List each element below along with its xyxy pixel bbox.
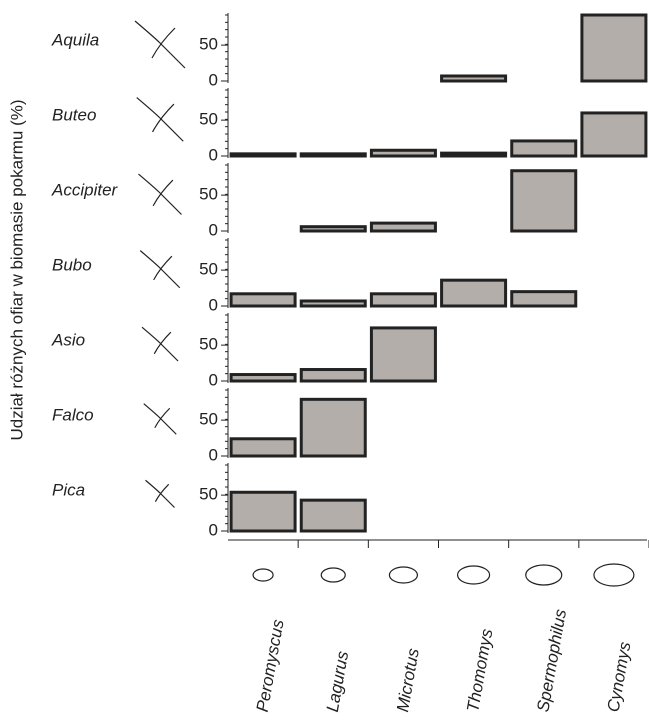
bar bbox=[231, 439, 295, 456]
bird-icon bbox=[144, 404, 177, 435]
panel-label: Falco bbox=[52, 405, 94, 424]
x-tick-label: Peromyscus bbox=[253, 618, 288, 714]
bar bbox=[582, 113, 646, 156]
animal-icon bbox=[526, 565, 562, 585]
panel-label: Accipiter bbox=[51, 180, 119, 199]
panel-label: Pica bbox=[52, 480, 85, 499]
bird-icon bbox=[137, 98, 184, 142]
panel-label: Asio bbox=[51, 330, 85, 349]
animal-icon bbox=[458, 566, 490, 584]
animal-icon bbox=[389, 567, 417, 583]
bar bbox=[301, 154, 365, 156]
y-tick-label: 50 bbox=[199, 485, 218, 504]
bar bbox=[301, 301, 365, 306]
y-axis-label: Udział różnych ofiar w biomasie pokarmu … bbox=[7, 99, 26, 440]
y-tick-label: 0 bbox=[209, 445, 218, 464]
bar bbox=[231, 492, 295, 531]
bar bbox=[371, 328, 435, 381]
animal-icon bbox=[594, 564, 634, 586]
bar bbox=[512, 171, 576, 231]
bar bbox=[442, 153, 506, 156]
bird-icon bbox=[146, 480, 175, 507]
bar bbox=[231, 294, 295, 306]
y-tick-label: 50 bbox=[199, 110, 218, 129]
y-tick-label: 50 bbox=[199, 260, 218, 279]
bird-icon bbox=[140, 251, 180, 288]
y-tick-label: 50 bbox=[199, 335, 218, 354]
animal-icon bbox=[253, 569, 273, 581]
bar bbox=[371, 294, 435, 306]
bar bbox=[301, 370, 365, 381]
panel-label: Buteo bbox=[52, 105, 96, 124]
bar bbox=[371, 223, 435, 231]
bar bbox=[301, 500, 365, 531]
bird-icon bbox=[139, 174, 182, 214]
x-tick-label: Spermophilus bbox=[533, 607, 570, 713]
bird-icon bbox=[142, 327, 178, 361]
x-tick-label: Microtus bbox=[393, 646, 423, 713]
bar bbox=[512, 292, 576, 306]
bar bbox=[301, 399, 365, 456]
panel-label: Aquila bbox=[51, 30, 99, 49]
bar bbox=[442, 76, 506, 81]
panel-label: Bubo bbox=[52, 255, 92, 274]
x-tick-label: Thomomys bbox=[463, 627, 496, 714]
y-tick-label: 0 bbox=[209, 370, 218, 389]
chart: Udział różnych ofiar w biomasie pokarmu … bbox=[0, 0, 649, 720]
y-tick-label: 50 bbox=[199, 410, 218, 429]
bar bbox=[231, 375, 295, 381]
bar bbox=[301, 227, 365, 231]
x-tick-label: Cynomys bbox=[604, 640, 635, 714]
bar bbox=[582, 15, 646, 81]
bar bbox=[442, 280, 506, 306]
animal-icon bbox=[321, 568, 345, 582]
x-tick-label: Lagurus bbox=[323, 649, 352, 713]
y-tick-label: 0 bbox=[209, 70, 218, 89]
bar bbox=[371, 150, 435, 156]
y-tick-label: 0 bbox=[209, 145, 218, 164]
y-tick-label: 0 bbox=[209, 220, 218, 239]
bird-icon bbox=[135, 21, 185, 68]
y-tick-label: 50 bbox=[199, 35, 218, 54]
y-tick-label: 50 bbox=[199, 185, 218, 204]
y-tick-label: 0 bbox=[209, 295, 218, 314]
bar bbox=[512, 141, 576, 156]
bar bbox=[231, 154, 295, 156]
y-tick-label: 0 bbox=[209, 520, 218, 539]
